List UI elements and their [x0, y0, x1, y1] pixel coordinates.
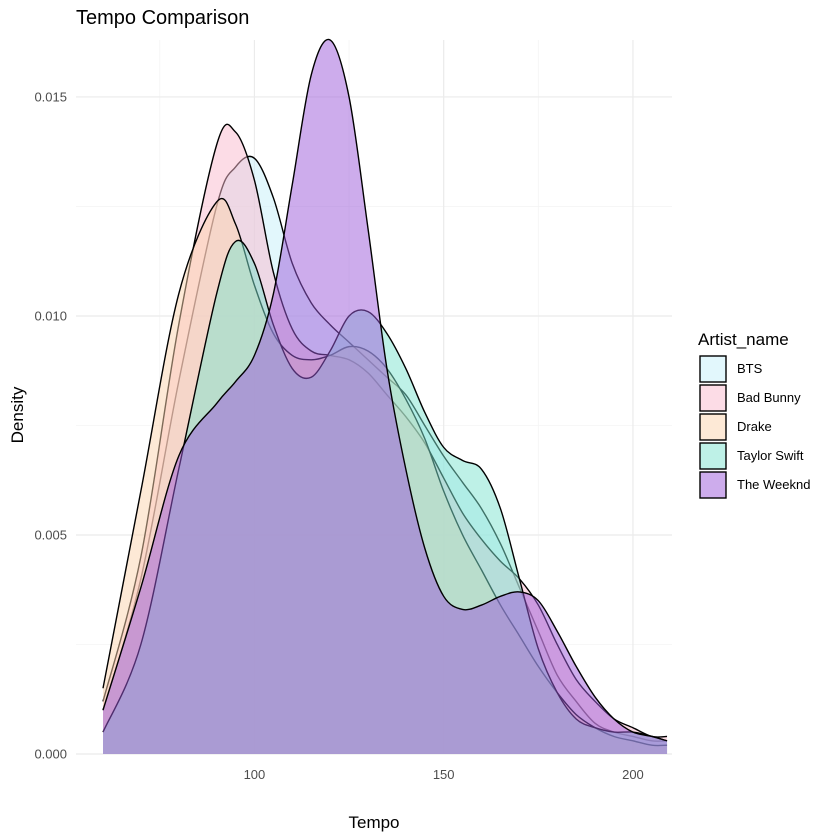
- legend-label-taylor-swift: Taylor Swift: [737, 448, 804, 463]
- legend-label-the-weeknd: The Weeknd: [737, 477, 810, 492]
- legend-key-the-weeknd: [699, 471, 727, 499]
- x-axis-ticks: 100 150 200: [244, 767, 644, 782]
- density-line-the-weeknd: [102, 38, 668, 742]
- legend-label-bad-bunny: Bad Bunny: [737, 390, 801, 405]
- legend-label-drake: Drake: [737, 419, 772, 434]
- density-areas: [102, 38, 668, 755]
- x-tick-label: 200: [622, 767, 644, 782]
- x-axis-title: Tempo: [348, 813, 399, 832]
- y-tick-label: 0.010: [34, 308, 67, 323]
- y-axis-ticks: 0.000 0.005 0.010 0.015: [34, 89, 67, 761]
- x-tick-label: 100: [244, 767, 266, 782]
- legend-label-bts: BTS: [737, 361, 763, 376]
- y-tick-label: 0.015: [34, 89, 67, 104]
- legend-key-drake: [699, 413, 727, 441]
- y-tick-label: 0.005: [34, 527, 67, 542]
- density-area-the-weeknd: [103, 39, 668, 754]
- legend-key-bts: [699, 355, 727, 383]
- legend-key-bad-bunny: [699, 384, 727, 412]
- y-axis-title: Density: [8, 386, 27, 443]
- y-tick-label: 0.000: [34, 747, 67, 762]
- x-tick-label: 150: [433, 767, 455, 782]
- legend-title: Artist_name: [698, 330, 789, 349]
- chart-title: Tempo Comparison: [76, 7, 249, 29]
- legend-key-taylor-swift: [699, 442, 727, 470]
- legend: BTS Bad Bunny Drake Taylor Swift The Weeknd: [699, 355, 810, 499]
